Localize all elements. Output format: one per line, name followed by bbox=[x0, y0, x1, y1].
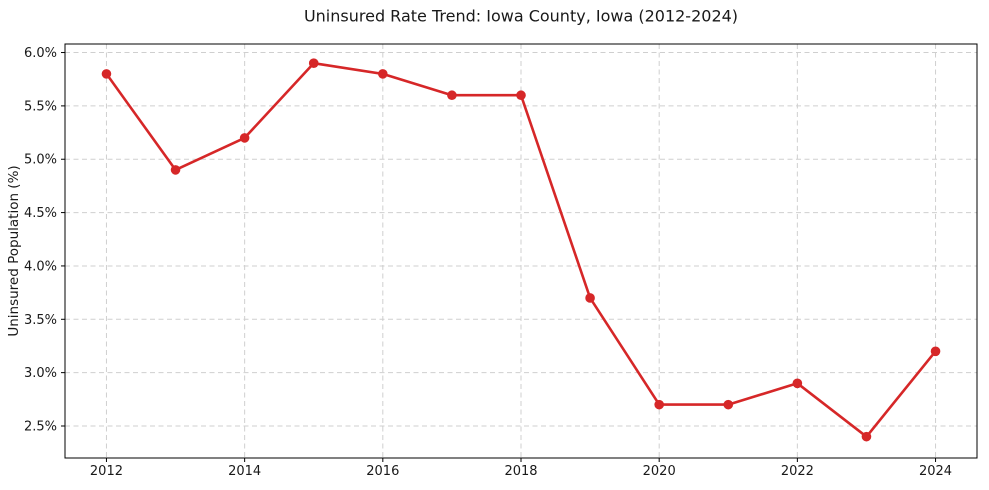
data-point bbox=[654, 399, 664, 410]
y-tick-label: 5.0% bbox=[24, 153, 57, 168]
data-point bbox=[101, 69, 112, 79]
chart-title: Uninsured Rate Trend: Iowa County, Iowa … bbox=[303, 6, 739, 26]
data-point bbox=[239, 133, 250, 143]
x-tick-label: 2018 bbox=[504, 464, 537, 479]
data-point bbox=[170, 165, 181, 175]
data-point bbox=[792, 378, 803, 389]
y-tick-label: 5.5% bbox=[24, 99, 57, 114]
x-tick-label: 2022 bbox=[781, 464, 814, 479]
y-tick-label: 3.5% bbox=[24, 313, 57, 328]
data-point bbox=[861, 431, 872, 442]
data-point bbox=[516, 90, 526, 101]
data-point bbox=[585, 293, 595, 303]
x-tick-label: 2016 bbox=[366, 464, 399, 479]
y-tick-label: 4.0% bbox=[24, 259, 57, 274]
y-axis-label: Uninsured Population (%) bbox=[6, 165, 22, 337]
data-point bbox=[378, 69, 388, 79]
data-point bbox=[308, 58, 319, 69]
x-tick-label: 2020 bbox=[643, 464, 676, 479]
data-point bbox=[930, 346, 941, 357]
data-point bbox=[723, 399, 734, 410]
x-tick-label: 2012 bbox=[90, 464, 123, 479]
y-tick-label: 6.0% bbox=[24, 46, 57, 61]
x-tick-label: 2014 bbox=[228, 464, 261, 479]
x-tick-label: 2024 bbox=[919, 464, 952, 479]
y-tick-label: 3.0% bbox=[24, 366, 57, 381]
y-tick-label: 2.5% bbox=[24, 419, 57, 434]
y-tick-label: 4.5% bbox=[24, 206, 57, 221]
data-point bbox=[447, 90, 457, 101]
